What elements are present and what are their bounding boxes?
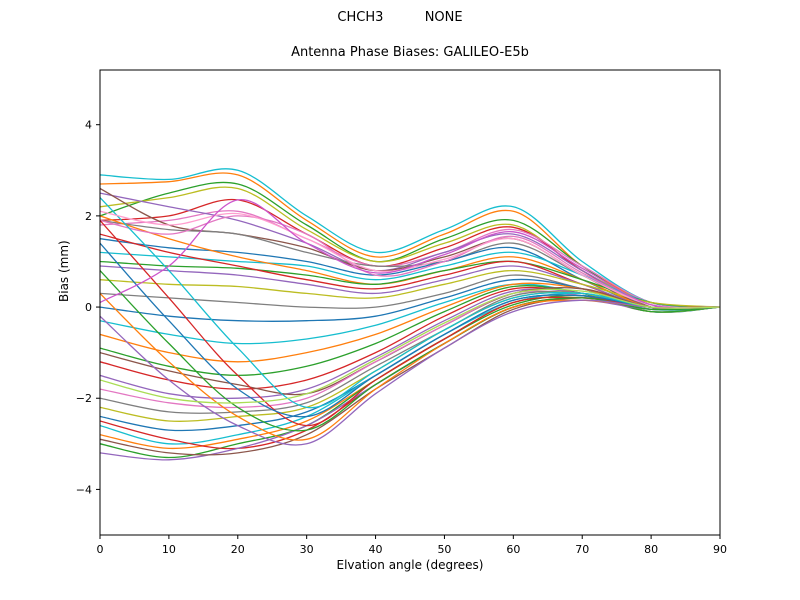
x-tick-label: 20 xyxy=(231,543,245,556)
y-tick-label: 2 xyxy=(85,210,92,223)
series-line-42 xyxy=(100,210,720,309)
series-line-17 xyxy=(100,269,720,308)
series-line-43 xyxy=(100,199,720,309)
series-line-6 xyxy=(100,210,720,308)
y-tick-label: −2 xyxy=(76,392,92,405)
series-line-34 xyxy=(100,299,720,461)
axes-box xyxy=(99,69,721,536)
series-line-41 xyxy=(100,299,720,446)
series-line-44 xyxy=(100,288,720,404)
series-line-39 xyxy=(100,292,720,441)
chart-title: Antenna Phase Biases: GALILEO-E5b xyxy=(291,45,529,60)
series-group xyxy=(100,168,720,461)
x-tick-label: 10 xyxy=(162,543,176,556)
series-line-27 xyxy=(100,290,720,414)
series-line-37 xyxy=(100,242,720,418)
x-tick-label: 80 xyxy=(644,543,658,556)
x-tick-label: 30 xyxy=(300,543,314,556)
x-tick-label: 0 xyxy=(97,543,104,556)
x-axis-label: Elvation angle (degrees) xyxy=(336,558,484,572)
x-tick-label: 70 xyxy=(575,543,589,556)
series-line-2 xyxy=(100,172,720,308)
series-line-40 xyxy=(100,197,720,409)
series-line-4 xyxy=(100,186,720,308)
series-line-26 xyxy=(100,290,720,409)
series-line-15 xyxy=(100,265,720,310)
series-line-1 xyxy=(100,168,720,309)
y-tick-label: 0 xyxy=(85,301,92,314)
x-tick-label: 50 xyxy=(437,543,451,556)
series-line-31 xyxy=(100,296,720,450)
series-line-36 xyxy=(100,219,720,427)
x-tick-label: 40 xyxy=(369,543,383,556)
x-tick-label: 90 xyxy=(713,543,727,556)
series-line-16 xyxy=(100,215,720,309)
x-tick-label: 60 xyxy=(506,543,520,556)
y-tick-label: −4 xyxy=(76,483,92,496)
figure-suptitle: CHCH3 NONE xyxy=(337,10,463,25)
y-tick-label: 4 xyxy=(85,119,92,132)
